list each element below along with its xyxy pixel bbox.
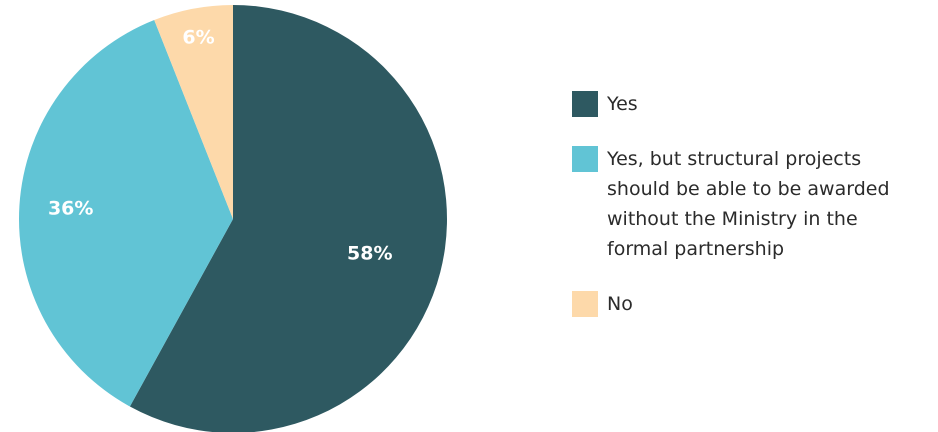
legend-item-yes: Yes xyxy=(572,90,932,119)
legend-label-yes: Yes xyxy=(607,93,638,115)
pie-slice-labels: 58% 36% 6% xyxy=(48,27,393,265)
pie-label-yes: 58% xyxy=(347,243,392,265)
pie-slice-yes-but xyxy=(18,20,234,407)
pie-slices xyxy=(18,4,447,432)
legend: Yes Yes, but structural projects should … xyxy=(572,90,932,345)
legend-label-no: No xyxy=(607,293,633,315)
pie-label-no: 6% xyxy=(182,27,214,49)
legend-item-yes-but: Yes, but structural projects should be a… xyxy=(572,145,932,264)
legend-swatch-yes-but xyxy=(572,146,598,172)
pie-label-yes-but: 36% xyxy=(48,197,93,219)
legend-item-no: No xyxy=(572,290,932,319)
legend-swatch-no xyxy=(572,291,598,317)
pie-chart: 58% 36% 6% xyxy=(18,4,447,432)
legend-label-yes-but: Yes, but structural projects should be a… xyxy=(607,148,890,260)
legend-swatch-yes xyxy=(572,91,598,117)
pie-slice-yes xyxy=(129,5,447,432)
pie-slice-no xyxy=(154,4,233,219)
